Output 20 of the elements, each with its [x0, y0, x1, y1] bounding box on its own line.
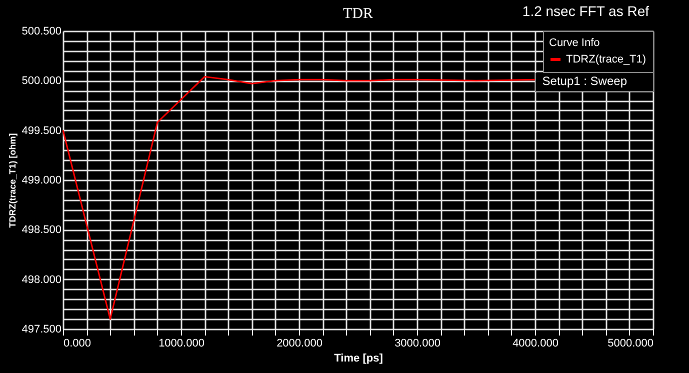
x-tick-label: 5000.000: [608, 338, 654, 350]
y-tick-label: 497.500: [22, 324, 62, 336]
y-tick-label: 500.500: [22, 26, 62, 38]
y-tick-label: 500.000: [22, 75, 62, 88]
x-tick-label: 0.000: [64, 338, 92, 350]
legend-label: TDRZ(trace_T1): [566, 54, 646, 66]
x-tick-label: 2000.000: [276, 338, 322, 350]
y-tick-label: 498.500: [22, 224, 62, 236]
annotation: Setup1 : Sweep: [535, 73, 654, 92]
chart-title: TDR: [343, 6, 373, 22]
y-tick-label: 499.500: [22, 124, 62, 137]
y-tick-label: 498.000: [22, 274, 62, 286]
legend-title: Curve Info: [549, 37, 600, 49]
y-axis-title: TDRZ(trace_T1) [ohm]: [8, 133, 18, 228]
x-tick-label: 3000.000: [394, 338, 440, 350]
text: 1.2 nsec FFT as Ref: [522, 3, 649, 19]
y-tick-label: 499.000: [22, 174, 62, 186]
x-axis-title: Time [ps]: [334, 352, 384, 364]
x-tick-label: 4000.000: [512, 338, 558, 350]
x-tick-label: 1000.000: [158, 338, 204, 350]
